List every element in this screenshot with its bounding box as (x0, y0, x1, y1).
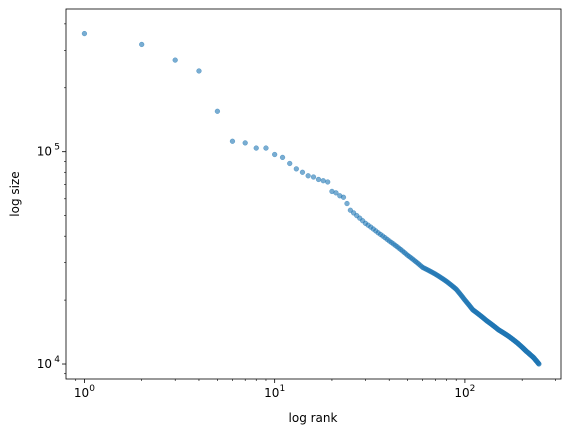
scatter-point (229, 138, 236, 144)
scatter-point (253, 145, 259, 151)
x-axis-label: log rank (289, 411, 338, 425)
scatter-point (242, 140, 248, 146)
scatter-point (310, 174, 317, 180)
scatter-point (299, 169, 306, 175)
scatter-point (279, 154, 286, 161)
scatter-point (536, 361, 542, 367)
scatter-point (81, 30, 88, 37)
scatter-point (287, 160, 293, 167)
scatter-point (344, 200, 350, 207)
scatter-point (139, 41, 145, 48)
scatter-point (293, 166, 299, 172)
scatter-points (81, 30, 542, 367)
scatter-point (272, 151, 278, 158)
scatter-point (196, 68, 202, 74)
scatter-point (263, 145, 269, 151)
plot-frame (65, 8, 562, 380)
scatter-point (333, 190, 339, 196)
scatter-point (315, 176, 322, 183)
scatter-point (320, 178, 326, 184)
scatter-point (340, 194, 347, 200)
scatter-point (214, 108, 221, 114)
y-axis-label: log size (8, 171, 22, 216)
scatter-point (325, 179, 331, 185)
scatter-point (305, 173, 311, 179)
scatter-point (172, 57, 178, 63)
